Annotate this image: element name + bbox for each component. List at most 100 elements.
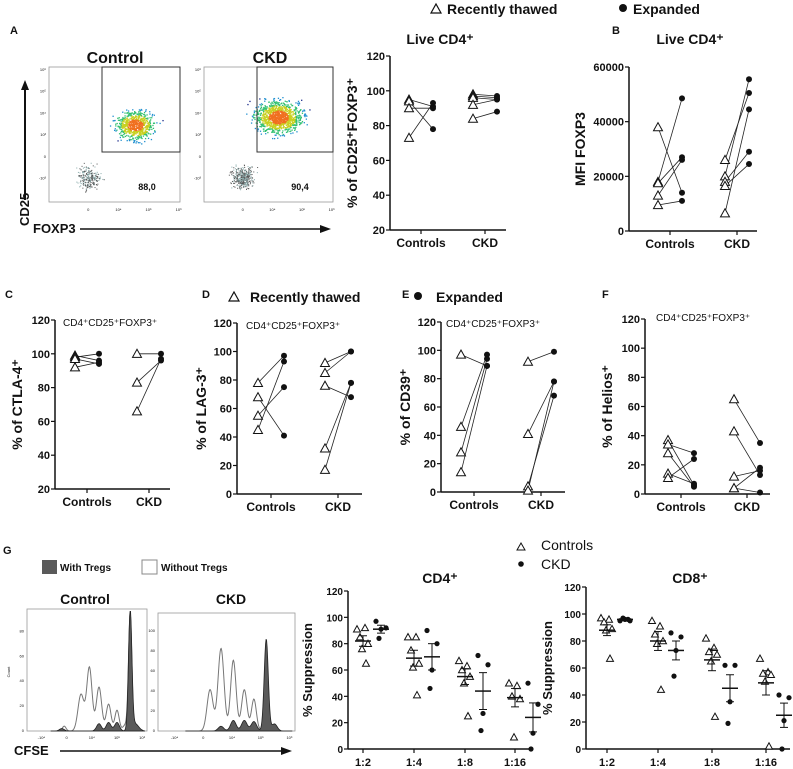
y-tick-label: 100 xyxy=(418,345,436,357)
y-tick-label: 20 xyxy=(151,708,156,713)
y-tick-label: 80 xyxy=(38,383,50,395)
event-dot xyxy=(121,128,123,131)
triangle-marker xyxy=(252,391,264,402)
event-dot xyxy=(149,121,151,124)
event-dot xyxy=(286,123,288,126)
event-dot xyxy=(299,123,302,125)
event-dot xyxy=(248,180,250,182)
event-dot xyxy=(262,120,264,122)
triangle-marker xyxy=(647,616,657,625)
event-dot xyxy=(127,129,129,131)
event-dot xyxy=(270,123,273,125)
event-dot xyxy=(290,103,292,105)
event-dot xyxy=(86,179,88,181)
event-dot xyxy=(89,186,91,188)
event-dot xyxy=(98,177,100,179)
event-dot xyxy=(237,175,239,177)
pair-line xyxy=(733,467,761,489)
event-dot xyxy=(239,170,241,172)
event-dot xyxy=(282,113,284,115)
event-dot xyxy=(82,167,84,169)
event-dot xyxy=(78,175,80,177)
event-dot xyxy=(76,167,78,169)
x-tick-label: 10⁵ xyxy=(114,735,120,740)
event-dot xyxy=(130,117,132,119)
event-dot xyxy=(275,106,277,108)
event-dot xyxy=(135,133,137,135)
event-dot xyxy=(126,125,128,127)
dot-legend-icon xyxy=(518,561,524,567)
event-dot xyxy=(237,169,239,171)
event-dot xyxy=(87,185,89,187)
event-dot xyxy=(279,123,281,125)
event-dot xyxy=(237,178,239,180)
event-dot xyxy=(141,112,143,115)
event-dot xyxy=(238,173,240,175)
event-dot xyxy=(278,115,280,118)
dot-marker xyxy=(424,627,430,634)
event-dot xyxy=(273,97,276,100)
event-dot xyxy=(273,98,275,100)
event-dot xyxy=(266,118,268,121)
event-dot xyxy=(127,121,129,123)
event-dot xyxy=(265,129,268,132)
event-dot xyxy=(267,116,269,118)
event-dot xyxy=(88,177,90,179)
event-dot xyxy=(277,113,279,115)
event-dot xyxy=(135,122,137,124)
event-dot xyxy=(241,170,243,172)
event-dot xyxy=(145,133,147,136)
event-dot xyxy=(88,167,90,169)
event-dot xyxy=(248,176,250,178)
event-dot xyxy=(82,171,84,173)
event-dot xyxy=(265,108,267,110)
event-dot xyxy=(98,180,100,182)
event-dot xyxy=(122,120,124,122)
x-tick-label: CKD xyxy=(528,498,554,512)
event-dot xyxy=(266,110,268,112)
event-dot xyxy=(121,125,123,128)
event-dot xyxy=(260,125,262,128)
event-dot xyxy=(137,134,139,137)
event-dot xyxy=(291,105,293,107)
event-dot xyxy=(151,113,154,116)
event-dot xyxy=(271,119,273,121)
event-dot xyxy=(121,134,123,136)
event-dot xyxy=(140,119,142,121)
event-dot xyxy=(283,119,285,121)
event-dot xyxy=(281,112,284,114)
y-tick-label: 60 xyxy=(628,402,640,414)
event-dot xyxy=(126,109,128,111)
event-dot xyxy=(140,123,142,125)
event-dot xyxy=(96,180,98,182)
event-dot xyxy=(137,137,139,140)
event-dot xyxy=(239,177,241,179)
event-dot xyxy=(95,172,97,174)
event-dot xyxy=(88,179,90,181)
event-dot xyxy=(97,183,99,185)
event-dot xyxy=(135,129,137,132)
triangle-marker xyxy=(363,639,373,647)
event-dot xyxy=(246,182,248,184)
event-dot xyxy=(235,164,237,166)
event-dot xyxy=(93,183,95,185)
event-dot xyxy=(258,120,261,122)
event-dot xyxy=(292,111,294,113)
event-dot xyxy=(126,120,129,122)
triangle-marker xyxy=(403,632,413,641)
event-dot xyxy=(284,114,287,117)
event-dot xyxy=(282,118,284,121)
event-dot xyxy=(271,118,273,120)
event-dot xyxy=(252,185,254,187)
x-tick-label: 10⁴ xyxy=(229,735,235,740)
event-dot xyxy=(126,123,129,126)
event-dot xyxy=(255,106,257,109)
event-dot xyxy=(126,125,129,127)
event-dot xyxy=(145,128,148,131)
event-dot xyxy=(251,174,253,176)
event-dot xyxy=(278,125,280,127)
event-dot xyxy=(87,167,89,169)
event-dot xyxy=(127,118,129,121)
event-dot xyxy=(295,112,297,114)
